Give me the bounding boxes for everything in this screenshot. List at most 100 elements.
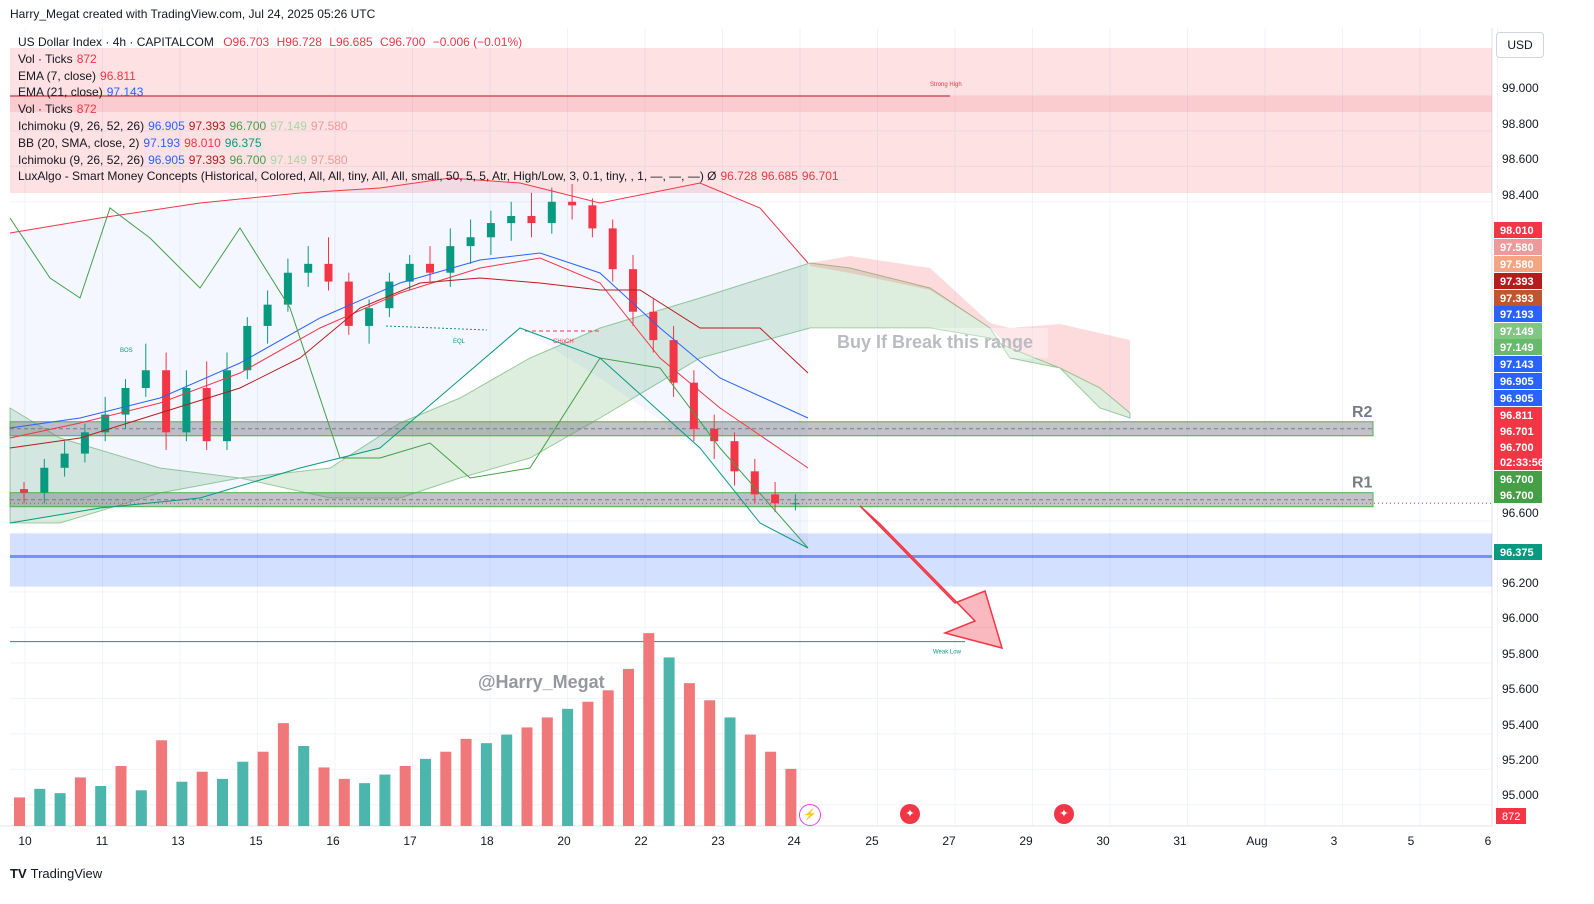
x-axis-tick-label: 11	[96, 834, 109, 848]
candle-body	[101, 414, 110, 433]
price-label-text: 96.700	[1500, 474, 1534, 486]
x-axis-tick-label: 27	[942, 834, 956, 848]
symbol-name: US Dollar Index · 4h · CAPITALCOM	[18, 35, 214, 49]
bb-lower-line	[9, 327, 809, 549]
y-axis-tick-label: 95.000	[1502, 788, 1539, 802]
price-label: 97.580	[1494, 256, 1542, 272]
x-axis-tick-label: 13	[171, 834, 185, 848]
legend-row[interactable]: EMA (21, close) 97.143	[18, 84, 839, 101]
price-label-text: 96.700	[1500, 490, 1534, 502]
candle-body	[40, 467, 49, 493]
legend-row[interactable]: Ichimoku (9, 26, 52, 26) 96.905 97.393 96.7…	[18, 152, 839, 169]
price-label-bg	[1494, 323, 1542, 339]
price-label-text: 96.700	[1500, 442, 1534, 454]
volume-bar	[582, 701, 594, 826]
ichimoku-cloud-bear	[810, 256, 1130, 413]
volume-bar	[298, 746, 310, 826]
us-flag-event-icon[interactable]: ✦	[900, 804, 920, 824]
currency-button[interactable]: USD	[1496, 32, 1544, 58]
chart-legend: US Dollar Index · 4h · CAPITALCOM O96.70…	[18, 34, 839, 185]
volume-bar	[724, 717, 736, 826]
y-axis-tick-label: 95.400	[1502, 718, 1539, 732]
ema-7-line	[9, 257, 809, 469]
legend-row[interactable]: Vol · Ticks 872	[18, 101, 839, 118]
volume-bar	[237, 761, 249, 826]
legend-row[interactable]: BB (20, SMA, close, 2) 97.193 98.010 96.375	[18, 135, 839, 152]
legend-value: 872	[76, 102, 97, 117]
price-label-bg	[1494, 256, 1542, 272]
price-label-text: 96.905	[1500, 376, 1534, 388]
volume-bar	[217, 778, 228, 826]
y-axis-tick-label: 96.600	[1502, 506, 1539, 520]
price-label-text: 96.701	[1500, 426, 1534, 438]
legend-symbol-row[interactable]: US Dollar Index · 4h · CAPITALCOM O96.70…	[18, 34, 839, 51]
price-label-text: 97.580	[1500, 259, 1534, 271]
ichimoku-cloud	[9, 262, 1131, 524]
bearish-arrow	[859, 505, 1004, 650]
chart-area[interactable]: Strong High R2 R1 Weak Low Buy If Break this…	[0, 28, 1594, 858]
price-label-text: 97.149	[1500, 342, 1534, 354]
eql-label: EQL	[453, 339, 466, 345]
price-label-bg	[1494, 471, 1542, 487]
candle-body	[771, 494, 780, 504]
price-label-bg	[1494, 339, 1542, 355]
price-label-bg	[1494, 290, 1542, 306]
legend-label: Ichimoku (9, 26, 52, 26)	[18, 152, 145, 167]
footer: TV TradingView	[0, 858, 1594, 904]
tv-logo-icon: TV	[10, 866, 27, 881]
volume-bar	[95, 786, 107, 826]
candle-body	[486, 223, 495, 238]
legend-row[interactable]: Ichimoku (9, 26, 52, 26) 96.905 97.393 96.7…	[18, 118, 839, 135]
y-axis-tick-label: 98.400	[1502, 188, 1539, 202]
volume-bar	[14, 797, 25, 826]
x-axis-tick-label: 10	[18, 834, 32, 848]
volume-bar	[338, 778, 350, 826]
legend-value: 97.143	[106, 85, 144, 100]
volume-bar	[501, 734, 513, 826]
volume-bar	[643, 633, 655, 826]
candle-body	[507, 215, 516, 224]
candle-body	[202, 387, 211, 442]
credit-text: Harry_Megat created with TradingView.com…	[10, 7, 376, 21]
candle-body	[263, 304, 272, 326]
price-label-text: 97.393	[1500, 276, 1534, 288]
x-axis-tick-label: 3	[1331, 834, 1338, 848]
y-axis-tick-label: 95.200	[1502, 753, 1539, 767]
strong-high-zone	[10, 96, 1492, 112]
us-flag-event-icon-2[interactable]: ✦	[1054, 804, 1074, 824]
candle-body	[750, 471, 759, 495]
legend-value: 98.010	[184, 135, 221, 150]
y-axis-tick-label: 98.800	[1502, 117, 1539, 131]
candle-body	[60, 453, 69, 468]
legend-label: Vol · Ticks	[18, 102, 73, 117]
volume-bar	[785, 768, 797, 826]
price-label: 96.700	[1494, 471, 1542, 487]
x-axis-tick-label: 17	[403, 834, 417, 848]
volume-bar	[765, 751, 777, 826]
y-axis-tick-label: 96.200	[1502, 576, 1539, 590]
candle-body	[649, 311, 658, 341]
legend-label: EMA (7, close)	[18, 68, 97, 83]
candle-body	[243, 325, 252, 371]
legend-row[interactable]: Vol · Ticks 872	[18, 51, 839, 68]
candle-body	[446, 246, 455, 273]
legend-label: Vol · Ticks	[18, 51, 73, 66]
x-axis-tick-label: 30	[1096, 834, 1110, 848]
price-label-bg	[1494, 454, 1542, 470]
legend-value: 97.393	[188, 118, 226, 133]
economic-event-icon[interactable]: ⚡	[799, 804, 821, 826]
legend-label: Ichimoku (9, 26, 52, 26)	[18, 118, 145, 133]
r2-label: R2	[1352, 404, 1373, 421]
tradingview-logo[interactable]: TV TradingView	[10, 864, 102, 884]
legend-value: 872	[76, 51, 97, 66]
price-chart[interactable]: Strong High R2 R1 Weak Low Buy If Break this…	[0, 28, 1594, 858]
ema-21-line	[9, 252, 809, 429]
legend-row[interactable]: EMA (7, close) 96.811	[18, 68, 839, 85]
legend-row[interactable]: LuxAlgo - Smart Money Concepts (Historic…	[18, 168, 839, 185]
candle-body	[568, 201, 577, 206]
volume-bar	[480, 743, 492, 826]
price-label: 97.580	[1494, 239, 1542, 255]
x-axis-tick-label: 20	[557, 834, 571, 848]
ohlc-open: O96.703	[223, 35, 270, 49]
candle-body	[405, 263, 414, 282]
